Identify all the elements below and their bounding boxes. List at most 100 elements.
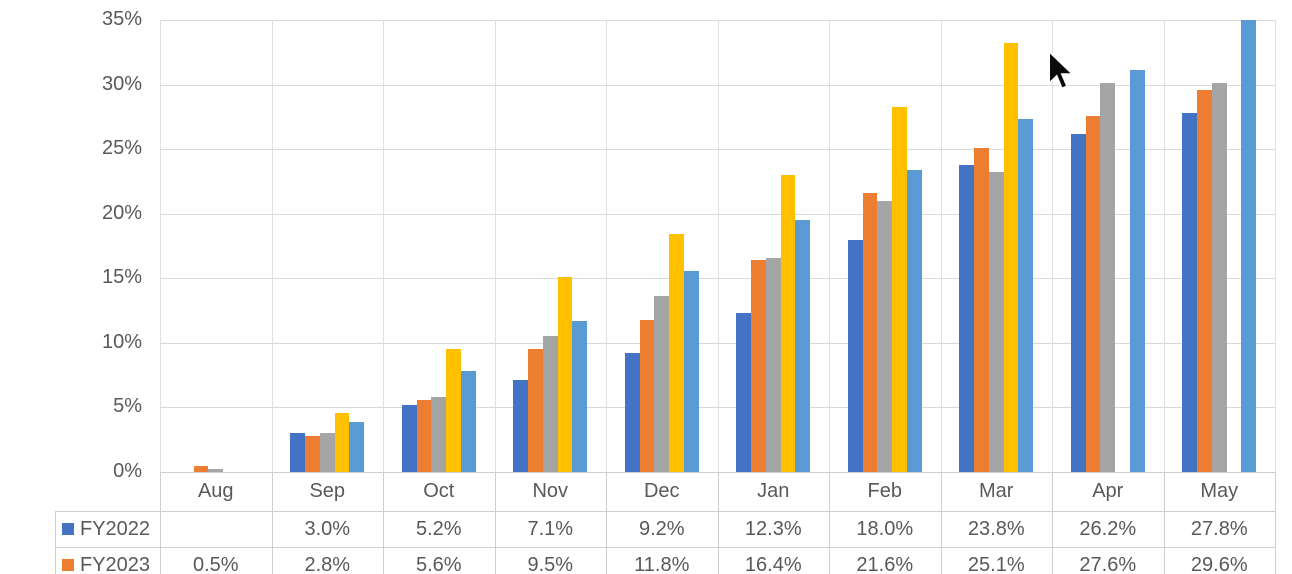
bar[interactable]: [208, 469, 224, 472]
v-gridline: [1275, 20, 1276, 472]
table-border: [940, 472, 942, 574]
bar[interactable]: [780, 174, 796, 472]
bar[interactable]: [877, 200, 893, 472]
table-month-header: May: [1200, 480, 1239, 502]
bar[interactable]: [1085, 115, 1101, 472]
bar[interactable]: [959, 164, 975, 472]
bar[interactable]: [765, 257, 781, 472]
bar[interactable]: [736, 313, 752, 472]
table-value-cell: 18.0%: [856, 517, 914, 540]
bar[interactable]: [795, 220, 811, 472]
bar[interactable]: [416, 399, 432, 472]
bar[interactable]: [654, 296, 670, 472]
bar[interactable]: [557, 276, 573, 472]
bar[interactable]: [751, 260, 766, 472]
table-value-cell: 11.8%: [634, 553, 690, 574]
table-value-cell: 7.1%: [527, 517, 574, 540]
bar[interactable]: [906, 169, 922, 472]
table-border: [160, 472, 161, 574]
bar[interactable]: [669, 234, 684, 472]
y-axis-tick-label: 10%: [101, 330, 142, 353]
bar[interactable]: [528, 349, 543, 472]
bar[interactable]: [572, 320, 588, 472]
h-gridline: [160, 278, 1275, 280]
bar[interactable]: [446, 349, 461, 472]
table-month-header: Aug: [197, 480, 234, 502]
table-value-cell: 25.1%: [967, 553, 1025, 574]
table-value-cell: 12.3%: [744, 517, 802, 540]
table-month-header: Dec: [643, 480, 680, 502]
table-border: [1275, 472, 1276, 574]
table-value-cell: 16.4%: [744, 553, 802, 574]
v-gridline: [494, 20, 496, 472]
y-axis-tick-label: 15%: [101, 266, 142, 289]
table-value-cell: 21.6%: [856, 553, 914, 574]
bar[interactable]: [334, 412, 350, 472]
bar[interactable]: [1182, 112, 1198, 472]
v-gridline: [383, 20, 384, 472]
table-value-cell: 27.8%: [1190, 517, 1248, 540]
table-value-cell: 9.2%: [638, 517, 685, 540]
bar[interactable]: [1100, 83, 1116, 472]
h-gridline: [160, 407, 1275, 409]
bar[interactable]: [193, 465, 209, 472]
bar[interactable]: [542, 336, 558, 472]
v-gridline: [829, 20, 830, 472]
y-axis-tick-label: 30%: [101, 72, 142, 95]
table-month-header: Jan: [757, 480, 790, 502]
v-gridline: [940, 20, 942, 472]
table-value-cell: 0.5%: [192, 553, 239, 574]
bar[interactable]: [1129, 70, 1145, 472]
table-value-cell: 3.0%: [304, 517, 351, 540]
h-gridline: [160, 213, 1275, 215]
table-border: [717, 472, 719, 574]
legend-swatch: [62, 523, 74, 535]
y-axis-tick-label: 35%: [101, 8, 142, 30]
table-border: [55, 547, 1275, 548]
bar[interactable]: [639, 319, 655, 472]
bar[interactable]: [862, 193, 878, 472]
bar[interactable]: [1211, 83, 1227, 472]
table-border: [271, 472, 273, 574]
bar[interactable]: [290, 433, 306, 472]
bar[interactable]: [974, 147, 989, 472]
h-gridline: [160, 149, 1275, 151]
table-value-cell: 5.6%: [415, 553, 462, 574]
bar[interactable]: [624, 353, 640, 472]
y-axis-tick-label: 5%: [113, 395, 142, 418]
bar[interactable]: [1018, 119, 1034, 472]
legend-series-name: FY2023: [80, 553, 151, 574]
bar[interactable]: [847, 239, 863, 472]
bar[interactable]: [988, 172, 1004, 472]
bar[interactable]: [892, 106, 907, 472]
h-gridline: [160, 20, 1275, 21]
bar[interactable]: [1070, 133, 1086, 472]
table-border: [55, 511, 56, 574]
table-border: [1052, 472, 1053, 574]
legend-row-label: FY2023: [62, 547, 160, 574]
bar[interactable]: [460, 371, 476, 472]
table-value-cell: 2.8%: [304, 553, 351, 574]
bar[interactable]: [349, 421, 365, 472]
table-value-cell: 27.6%: [1079, 553, 1137, 574]
table-month-header: Feb: [867, 480, 902, 502]
bar[interactable]: [683, 270, 699, 472]
bar[interactable]: [401, 404, 417, 472]
h-gridline: [160, 342, 1275, 344]
table-border: [829, 472, 830, 574]
h-gridline: [160, 84, 1275, 86]
bar[interactable]: [1241, 20, 1257, 472]
bar[interactable]: [1197, 89, 1212, 472]
y-axis-tick-label: 25%: [101, 137, 142, 160]
table-value-cell: 23.8%: [967, 517, 1025, 540]
bar[interactable]: [1003, 43, 1019, 472]
bar[interactable]: [431, 397, 447, 472]
legend-swatch: [62, 559, 74, 571]
bar[interactable]: [513, 380, 529, 472]
v-gridline: [160, 20, 161, 472]
table-value-cell: 29.6%: [1190, 553, 1248, 574]
legend-series-name: FY2022: [80, 517, 151, 540]
bar[interactable]: [305, 435, 320, 472]
bar[interactable]: [319, 433, 335, 472]
